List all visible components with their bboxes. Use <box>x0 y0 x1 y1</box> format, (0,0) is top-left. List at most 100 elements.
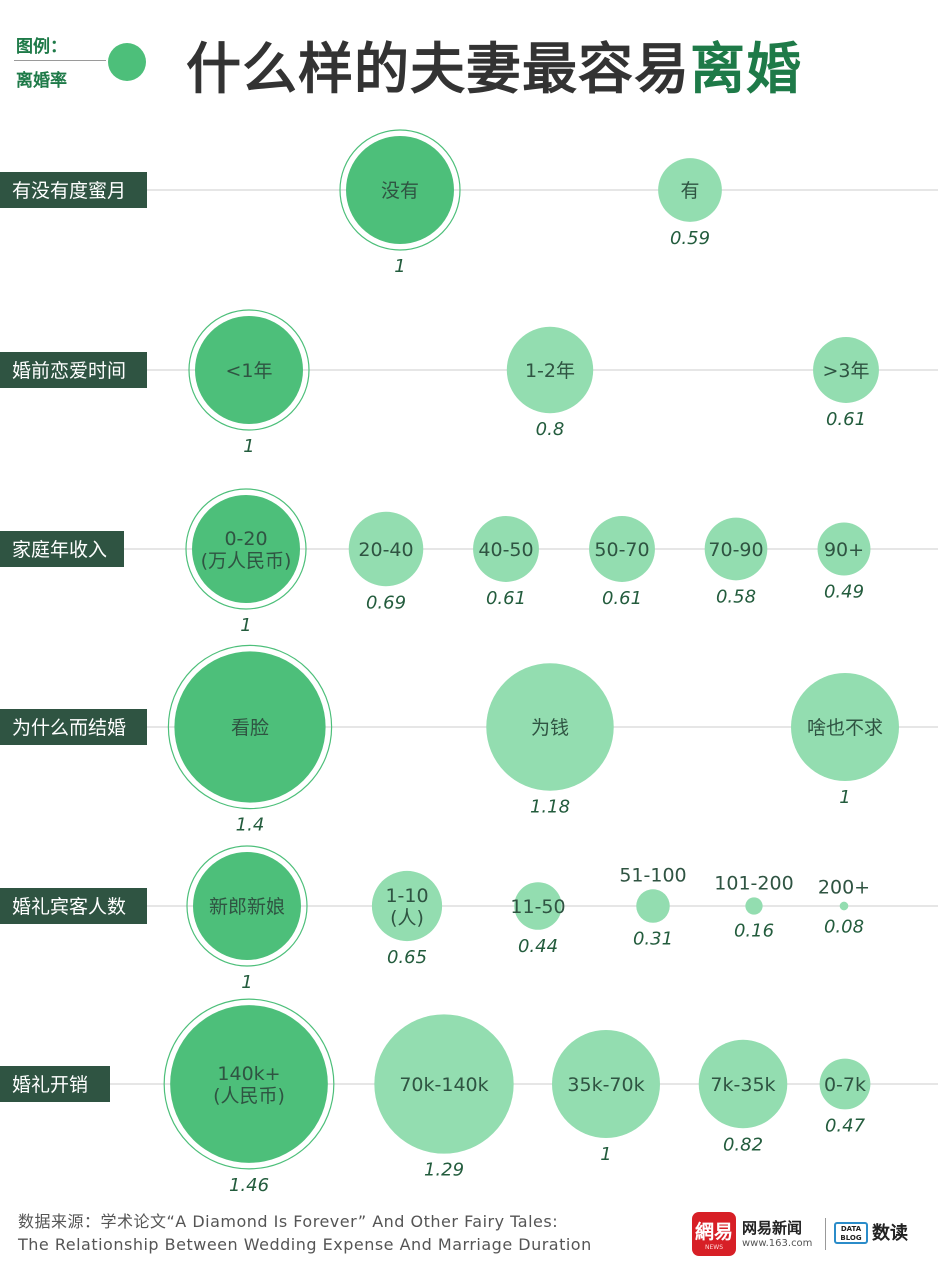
footer-divider <box>825 1218 826 1250</box>
reference-ring <box>188 309 310 431</box>
source-note: 数据来源：学术论文“A Diamond Is Forever” And Othe… <box>18 1210 592 1256</box>
bubble-value-label: 0.47 <box>825 1115 866 1136</box>
bubble <box>791 673 899 781</box>
row-label: 为什么而结婚 <box>12 717 126 739</box>
data-blog-icon: DATA BLOG <box>834 1222 868 1244</box>
bubble-value-label: 0.59 <box>670 228 710 249</box>
bubble <box>839 901 849 911</box>
legend-title: 图例： <box>16 37 67 57</box>
bubble-category-label: 7k-35k <box>710 1074 775 1096</box>
bubble-value-label: 1 <box>241 972 252 993</box>
bubble <box>346 136 454 244</box>
netease-logo-sub: NEWS <box>704 1244 724 1251</box>
bubble-category-label: (人民币) <box>213 1085 285 1107</box>
bubble-value-label: 1.46 <box>229 1175 269 1196</box>
bubble-value-label: 0.08 <box>824 916 864 937</box>
bubble <box>745 897 763 915</box>
bubble-category-label: 140k+ <box>217 1063 280 1085</box>
bubble <box>174 651 326 803</box>
bubble-category-label: <1年 <box>225 360 272 382</box>
bubble-value-label: 1 <box>243 436 254 457</box>
bubble-value-label: 0.61 <box>826 409 866 430</box>
bubble-category-label: 1-10 <box>385 885 428 907</box>
bubble-value-label: 1 <box>839 787 850 808</box>
bubble-value-label: 0.31 <box>633 929 673 950</box>
title-prefix: 什么样的夫妻最容易 <box>186 37 691 101</box>
legend-dot <box>108 43 146 81</box>
bubble-category-label: 40-50 <box>478 539 533 561</box>
bubble <box>819 1058 871 1110</box>
bubble-value-label: 1 <box>394 256 405 277</box>
bubble-category-label: (人) <box>390 907 424 929</box>
reference-ring <box>339 129 461 251</box>
row-label: 婚礼开销 <box>12 1074 88 1096</box>
bubble-category-label: 新郎新娘 <box>209 896 285 918</box>
bubble-category-label: 20-40 <box>358 539 413 561</box>
bubble-value-label: 1.4 <box>236 815 265 836</box>
bubble <box>192 495 300 603</box>
row-label-bg <box>0 531 124 567</box>
bubble-category-label: >3年 <box>822 360 869 382</box>
bubble-value-label: 1 <box>240 615 251 636</box>
row-label: 家庭年收入 <box>12 539 107 561</box>
bubble <box>817 522 871 576</box>
page-title: 什么样的夫妻最容易离婚 <box>186 24 802 104</box>
bubble-category-label: 没有 <box>381 180 419 202</box>
bubble <box>704 517 768 581</box>
bubble-value-label: 0.61 <box>602 588 642 609</box>
bubble-category-label: (万人民币) <box>201 550 292 572</box>
reference-ring <box>167 644 333 810</box>
title-highlight: 离婚 <box>690 37 803 101</box>
bubble-value-label: 0.58 <box>716 586 756 607</box>
bubble <box>473 516 539 582</box>
row-label-bg <box>0 888 147 924</box>
netease-logo: 網易 <box>692 1212 736 1256</box>
source-line-2: The Relationship Between Wedding Expense… <box>18 1235 592 1254</box>
bubble-value-label: 0.49 <box>824 581 864 602</box>
bubble <box>195 316 303 424</box>
bubble-category-label: 啥也不求 <box>807 717 883 739</box>
bubble-category-label: 70-90 <box>708 539 763 561</box>
bubble-category-label: 0-20 <box>224 528 267 550</box>
row-label-bg <box>0 709 147 745</box>
bubble-value-label: 0.65 <box>387 947 427 968</box>
row-label: 婚前恋爱时间 <box>12 360 126 382</box>
bubble <box>506 326 594 414</box>
bubble <box>813 337 879 403</box>
reference-ring <box>163 998 335 1170</box>
bubble-category-label: 11-50 <box>510 896 565 918</box>
bubble-value-label: 0.82 <box>723 1134 763 1155</box>
bubble-value-label: 0.61 <box>486 588 526 609</box>
bubble-category-label: 51-100 <box>619 864 686 886</box>
row-label: 婚礼宾客人数 <box>12 896 126 918</box>
bubble-category-label: 有 <box>680 180 699 202</box>
bubble <box>589 516 655 582</box>
bubble-category-label: 90+ <box>824 539 864 561</box>
bubble <box>552 1030 660 1138</box>
bubble <box>374 1014 514 1154</box>
brand-name: 网易新闻 <box>742 1219 803 1237</box>
bubble-chart: 有没有度蜜月 没有 1 有 0.59 婚前恋爱时间 <1年 1 1-2年 0.8 >3年 0.61 家庭… <box>0 129 938 1196</box>
bubble-category-label: 70k-140k <box>399 1074 488 1096</box>
bubble <box>193 852 301 960</box>
bubble <box>698 1039 788 1129</box>
bubble-value-label: 0.16 <box>734 921 774 942</box>
bubble-category-label: 101-200 <box>714 872 793 894</box>
bubble-value-label: 1.18 <box>530 797 570 818</box>
legend-label: 离婚率 <box>16 71 67 91</box>
legend-divider <box>14 60 106 61</box>
bubble-category-label: 200+ <box>818 877 870 899</box>
bubble-value-label: 0.8 <box>536 419 565 440</box>
bubble-category-label: 35k-70k <box>567 1074 644 1096</box>
bubble <box>348 511 424 587</box>
reference-ring <box>186 845 308 967</box>
bubble-category-label: 0-7k <box>824 1074 866 1096</box>
brand-url: www.163.com <box>742 1238 813 1249</box>
bubble-category-label: 1-2年 <box>525 360 575 382</box>
row-label-bg <box>0 352 147 388</box>
bubble-value-label: 1 <box>600 1144 611 1165</box>
reference-ring <box>185 488 307 610</box>
bubble-value-label: 0.69 <box>366 592 406 613</box>
bubble <box>170 1005 328 1163</box>
row-label-bg <box>0 1066 110 1102</box>
